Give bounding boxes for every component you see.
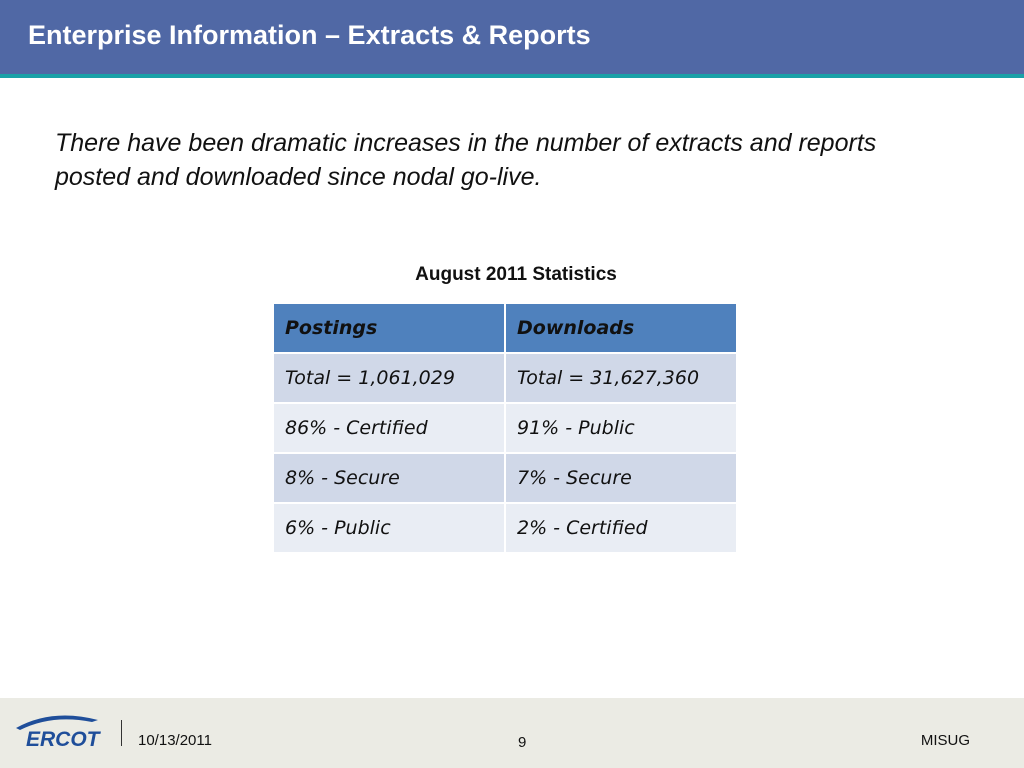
table-row: Total = 1,061,029 Total = 31,627,360: [272, 352, 738, 404]
table-title-text: August 2011 Statistics: [415, 264, 617, 285]
footer: ERCOT 10/13/2011 9 MISUG: [0, 698, 1024, 768]
downloads-total-cell: Total = 31,627,360: [504, 352, 738, 404]
ercot-logo: ERCOT: [16, 715, 102, 751]
logo-wordmark: ERCOT: [26, 728, 102, 751]
footer-org: MISUG: [920, 732, 970, 749]
footer-separator: [121, 720, 122, 746]
table-cell: 91% - Public: [504, 402, 738, 454]
table-cell: 2% - Certified: [504, 502, 738, 554]
table-cell: 6% - Public: [272, 502, 506, 554]
table-row: 86% - Certified 91% - Public: [272, 402, 738, 454]
intro-text: There have been dramatic increases in th…: [55, 129, 877, 191]
footer-date: 10/13/2011: [138, 732, 212, 749]
table-cell: 8% - Secure: [272, 452, 506, 504]
postings-total-cell: Total = 1,061,029: [272, 352, 506, 404]
table-row: 6% - Public 2% - Certified: [272, 502, 738, 554]
statistics-table: Postings Downloads Total = 1,061,029 Tot…: [272, 302, 738, 554]
header-postings: Postings: [272, 302, 506, 354]
page-number: 9: [518, 734, 527, 751]
table-cell: 7% - Secure: [504, 452, 738, 504]
logo-swoosh: [16, 715, 98, 730]
title-bar: Enterprise Information – Extracts & Repo…: [0, 0, 1024, 78]
slide-title: Enterprise Information – Extracts & Repo…: [28, 20, 591, 50]
table-title: August 2011 Statistics: [0, 264, 1024, 286]
table-header-row: Postings Downloads: [272, 302, 738, 354]
table-row: 8% - Secure 7% - Secure: [272, 452, 738, 504]
table-cell: 86% - Certified: [272, 402, 506, 454]
header-downloads: Downloads: [504, 302, 738, 354]
